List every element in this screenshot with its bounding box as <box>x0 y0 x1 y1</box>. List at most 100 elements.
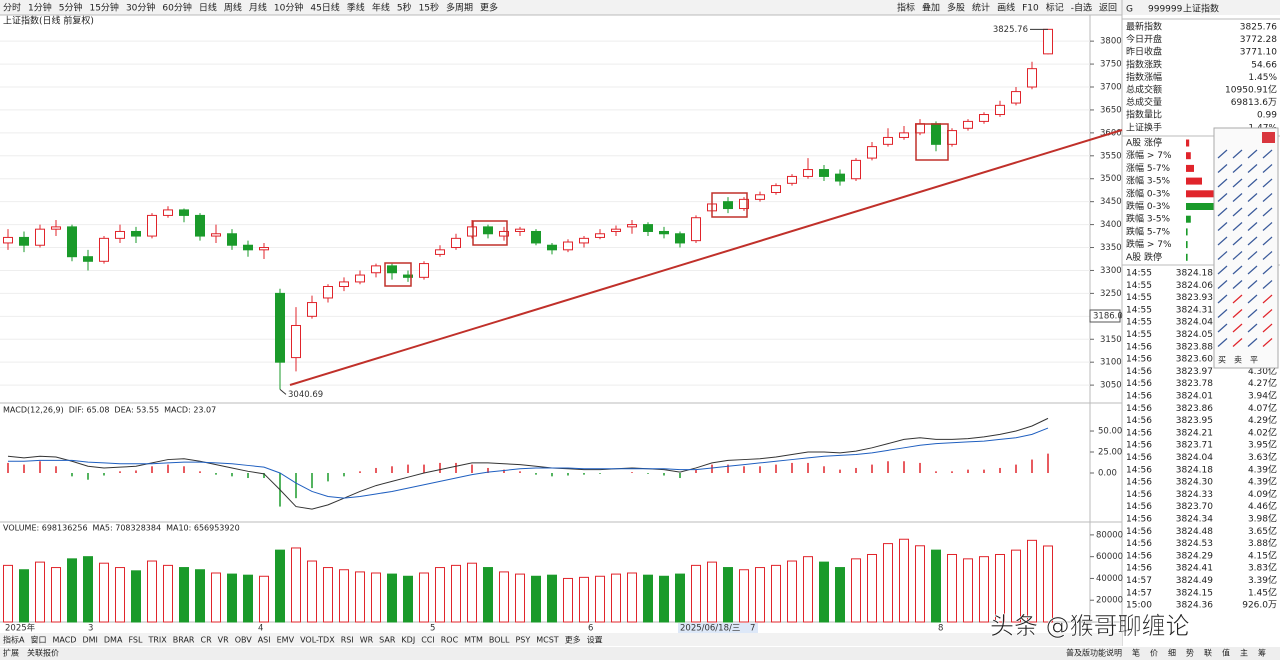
tool-button[interactable]: 叠加 <box>922 3 940 14</box>
draw-tool-icon[interactable] <box>1217 236 1228 246</box>
draw-tool-icon[interactable] <box>1262 207 1273 217</box>
draw-tool-icon[interactable] <box>1217 222 1228 231</box>
indicator-tab[interactable]: 更多 <box>565 635 581 645</box>
indicator-tab[interactable]: SAR <box>379 636 396 645</box>
tool-button[interactable]: 返回 <box>1099 2 1117 14</box>
status-item[interactable]: 筹 <box>1258 648 1266 658</box>
indicator-tab[interactable]: VR <box>218 636 229 645</box>
draw-tool-icon[interactable] <box>1247 222 1258 231</box>
indicator-tab[interactable]: ASI <box>258 636 271 645</box>
period-tab[interactable]: 季线 <box>347 2 365 14</box>
draw-tool-icon[interactable] <box>1262 323 1273 333</box>
draw-tool-icon[interactable] <box>1232 294 1243 304</box>
draw-tool-icon[interactable] <box>1217 338 1228 347</box>
draw-tool-icon[interactable] <box>1232 149 1243 159</box>
draw-tool-icon[interactable] <box>1217 149 1228 159</box>
draw-tool-icon[interactable] <box>1247 193 1258 202</box>
status-item[interactable]: 联 <box>1204 649 1212 658</box>
indicator-tab[interactable]: WR <box>360 636 374 645</box>
period-tab[interactable]: 分时 <box>3 2 21 14</box>
draw-tool-icon[interactable] <box>1217 309 1228 318</box>
indicator-tab[interactable]: MCST <box>536 636 559 645</box>
draw-tool-icon[interactable] <box>1247 309 1258 318</box>
status-item[interactable]: 普及版功能说明 <box>1066 648 1122 658</box>
period-tab[interactable]: 5秒 <box>397 2 412 14</box>
draw-tool-icon[interactable] <box>1247 178 1258 188</box>
trade-button[interactable]: 卖 <box>1234 356 1242 365</box>
draw-tool-icon[interactable] <box>1232 193 1243 202</box>
indicator-tab[interactable]: CCI <box>421 636 435 645</box>
indicator-tab[interactable]: DMA <box>104 636 123 645</box>
draw-tool-icon[interactable] <box>1217 323 1228 333</box>
indicator-tab[interactable]: BOLL <box>489 636 510 645</box>
status-item[interactable]: 价 <box>1150 649 1158 658</box>
status-item[interactable]: 细 <box>1168 648 1176 658</box>
draw-tool-icon[interactable] <box>1232 236 1243 246</box>
draw-tool-icon[interactable] <box>1217 207 1228 217</box>
draw-tool-icon[interactable] <box>1247 164 1258 173</box>
draw-tool-icon[interactable] <box>1232 280 1243 289</box>
trade-button[interactable]: 买 <box>1218 356 1226 365</box>
status-item[interactable]: 关联报价 <box>27 648 59 658</box>
indicator-tab[interactable]: MTM <box>464 636 483 645</box>
draw-tool-icon[interactable] <box>1217 178 1228 188</box>
status-item[interactable]: 主 <box>1240 648 1248 658</box>
status-item[interactable]: 笔 <box>1132 648 1140 658</box>
period-tab[interactable]: 周线 <box>224 2 242 14</box>
toolbox-close[interactable] <box>1262 132 1275 143</box>
draw-tool-icon[interactable] <box>1262 280 1273 289</box>
draw-tool-icon[interactable] <box>1232 309 1243 318</box>
draw-tool-icon[interactable] <box>1262 149 1273 159</box>
draw-tool-icon[interactable] <box>1262 265 1273 275</box>
period-tab[interactable]: 15秒 <box>419 2 439 14</box>
draw-tool-icon[interactable] <box>1262 251 1273 260</box>
period-tab[interactable]: 10分钟 <box>274 2 303 14</box>
draw-tool-icon[interactable] <box>1247 338 1258 347</box>
draw-tool-icon[interactable] <box>1262 178 1273 188</box>
draw-tool-icon[interactable] <box>1217 164 1228 173</box>
draw-tool-icon[interactable] <box>1247 294 1258 304</box>
status-item[interactable]: 势 <box>1186 648 1194 658</box>
period-tab[interactable]: 45日线 <box>310 2 339 14</box>
indicator-tab[interactable]: 设置 <box>587 635 603 645</box>
draw-tool-icon[interactable] <box>1217 265 1228 275</box>
draw-tool-icon[interactable] <box>1217 193 1228 202</box>
indicator-tab[interactable]: DMI <box>82 636 97 645</box>
draw-tool-icon[interactable] <box>1232 265 1243 275</box>
tool-button[interactable]: -自选 <box>1071 2 1092 14</box>
draw-tool-icon[interactable] <box>1262 309 1273 318</box>
draw-tool-icon[interactable] <box>1262 294 1273 304</box>
indicator-tab[interactable]: FSL <box>128 636 143 645</box>
period-tab[interactable]: 更多 <box>480 2 498 14</box>
status-item[interactable]: 扩展 <box>3 648 19 658</box>
draw-tool-icon[interactable] <box>1247 236 1258 246</box>
draw-tool-icon[interactable] <box>1262 236 1273 246</box>
period-tab[interactable]: 年线 <box>372 2 390 14</box>
draw-tool-icon[interactable] <box>1262 164 1273 173</box>
draw-tool-icon[interactable] <box>1217 294 1228 304</box>
period-tab[interactable]: 5分钟 <box>59 2 83 14</box>
indicator-tab[interactable]: TRIX <box>147 636 167 645</box>
draw-tool-icon[interactable] <box>1217 251 1228 260</box>
period-tab[interactable]: 日线 <box>199 2 217 14</box>
draw-tool-icon[interactable] <box>1232 222 1243 231</box>
draw-tool-icon[interactable] <box>1247 207 1258 217</box>
draw-tool-icon[interactable] <box>1247 149 1258 159</box>
draw-tool-icon[interactable] <box>1217 280 1228 289</box>
indicator-tab[interactable]: MACD <box>52 636 76 645</box>
tool-button[interactable]: 指标 <box>897 2 915 14</box>
tool-button[interactable]: F10 <box>1022 4 1039 14</box>
trade-button[interactable]: 平 <box>1250 356 1258 365</box>
indicator-tab[interactable]: ROC <box>441 636 459 645</box>
draw-tool-icon[interactable] <box>1262 222 1273 231</box>
indicator-tab[interactable]: OBV <box>235 636 253 645</box>
indicator-tab[interactable]: EMV <box>277 636 295 645</box>
period-tab[interactable]: 15分钟 <box>89 2 118 14</box>
draw-tool-icon[interactable] <box>1247 280 1258 289</box>
indicator-tab[interactable]: RSI <box>341 636 354 645</box>
draw-tool-icon[interactable] <box>1247 251 1258 260</box>
indicator-tab[interactable]: 窗口 <box>30 635 46 645</box>
tool-button[interactable]: 标记 <box>1046 2 1064 14</box>
draw-tool-icon[interactable] <box>1232 251 1243 260</box>
indicator-tab[interactable]: CR <box>201 636 213 645</box>
